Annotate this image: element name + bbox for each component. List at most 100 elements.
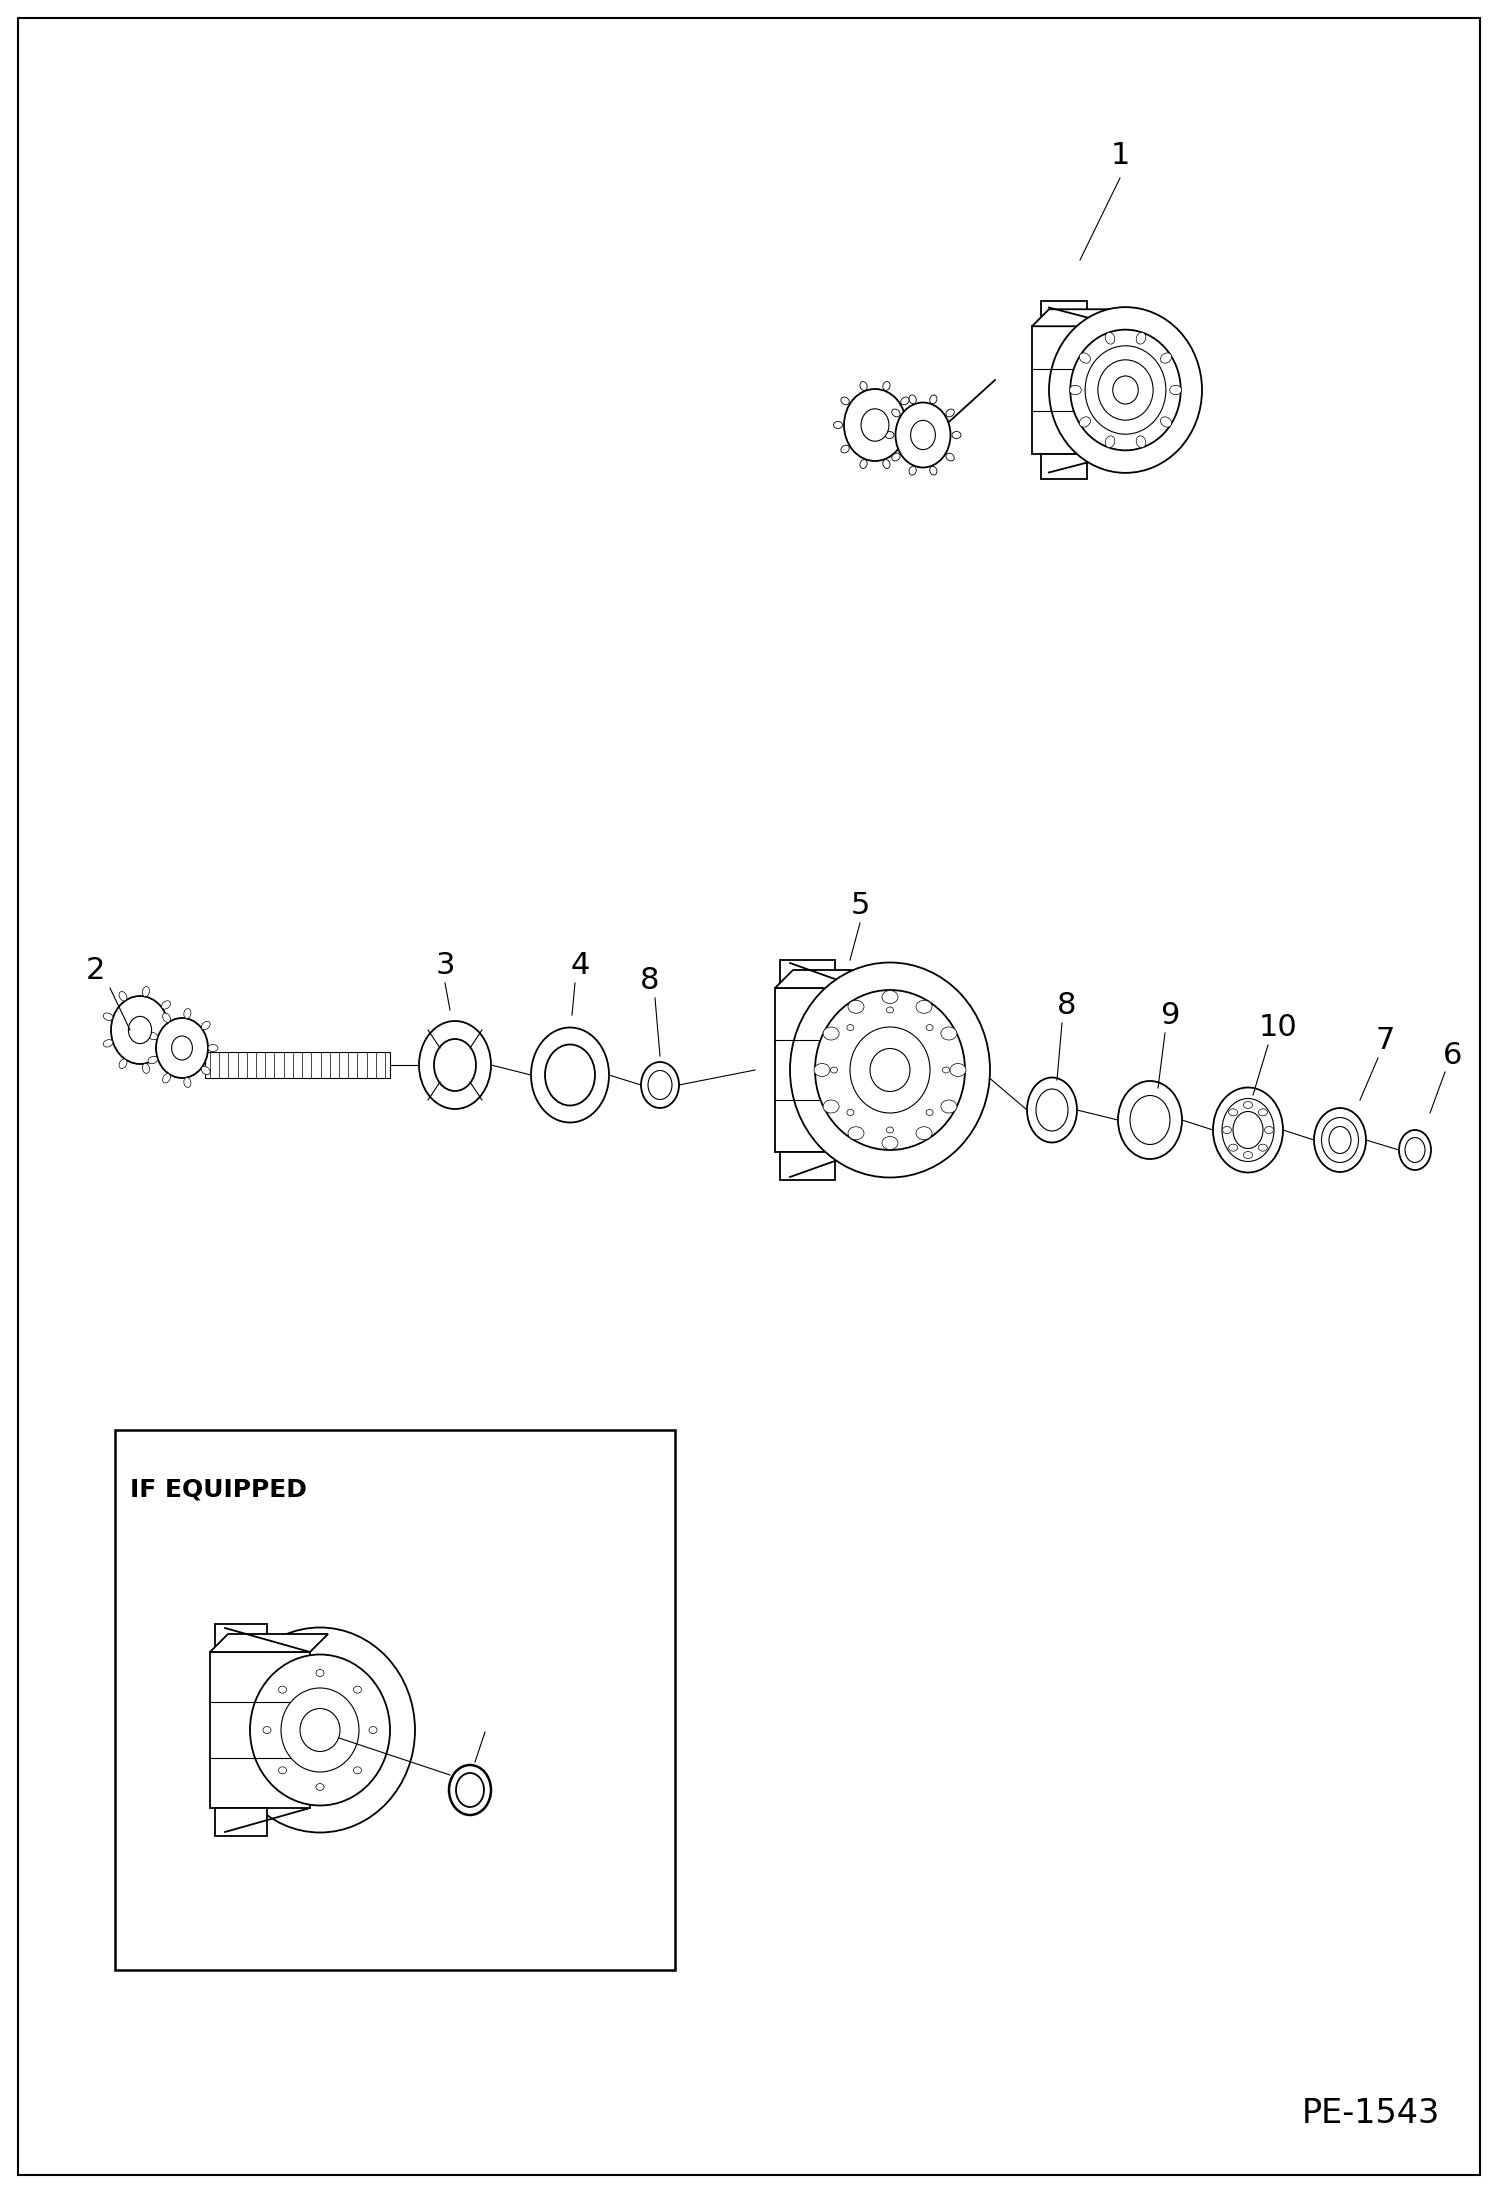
Ellipse shape [1070, 386, 1082, 395]
Text: 6: 6 [1443, 1042, 1462, 1070]
Ellipse shape [900, 397, 909, 406]
Ellipse shape [1070, 329, 1180, 450]
Ellipse shape [882, 461, 890, 469]
Ellipse shape [941, 1101, 957, 1114]
Ellipse shape [169, 1026, 178, 1033]
Ellipse shape [926, 1110, 933, 1116]
Ellipse shape [118, 1059, 127, 1068]
Text: 7: 7 [1375, 1026, 1395, 1055]
Ellipse shape [1106, 333, 1115, 344]
Ellipse shape [1233, 1112, 1263, 1149]
Ellipse shape [900, 445, 909, 454]
Ellipse shape [840, 445, 849, 454]
Ellipse shape [279, 1686, 286, 1693]
Text: 10: 10 [1258, 1013, 1297, 1042]
Ellipse shape [830, 1068, 837, 1072]
Ellipse shape [1113, 375, 1138, 404]
Ellipse shape [1170, 386, 1182, 395]
Ellipse shape [950, 1064, 966, 1077]
Ellipse shape [911, 421, 935, 450]
Ellipse shape [264, 1726, 271, 1732]
Ellipse shape [822, 1101, 839, 1114]
Ellipse shape [1258, 1110, 1267, 1116]
Polygon shape [774, 969, 878, 989]
Ellipse shape [156, 1018, 208, 1079]
Ellipse shape [848, 1000, 864, 1013]
Ellipse shape [103, 1013, 112, 1020]
Ellipse shape [354, 1768, 361, 1774]
Bar [780, 961, 834, 989]
Ellipse shape [172, 1035, 192, 1059]
Ellipse shape [1037, 1090, 1068, 1132]
Ellipse shape [833, 421, 842, 428]
Ellipse shape [1098, 360, 1153, 421]
Ellipse shape [1399, 1129, 1431, 1171]
Ellipse shape [103, 1039, 112, 1046]
Ellipse shape [908, 421, 917, 428]
Ellipse shape [641, 1061, 679, 1107]
Ellipse shape [1228, 1145, 1237, 1151]
Ellipse shape [148, 1057, 157, 1064]
Ellipse shape [846, 1110, 854, 1116]
Ellipse shape [909, 467, 917, 476]
Ellipse shape [1329, 1127, 1351, 1154]
Ellipse shape [846, 1024, 854, 1031]
Ellipse shape [926, 1024, 933, 1031]
Ellipse shape [813, 1064, 830, 1077]
Ellipse shape [225, 1627, 415, 1833]
Bar [205, 1053, 389, 1079]
Ellipse shape [1080, 353, 1091, 364]
Ellipse shape [941, 1026, 957, 1039]
Text: 2: 2 [85, 956, 105, 985]
Ellipse shape [1222, 1099, 1273, 1162]
Ellipse shape [1085, 346, 1165, 434]
Ellipse shape [915, 1127, 932, 1140]
Ellipse shape [891, 410, 900, 417]
Ellipse shape [909, 395, 917, 404]
Ellipse shape [945, 410, 954, 417]
Text: 11: 11 [479, 1704, 518, 1732]
Ellipse shape [1118, 1081, 1182, 1158]
Ellipse shape [184, 1077, 190, 1088]
Ellipse shape [1258, 1145, 1267, 1151]
Ellipse shape [1405, 1138, 1425, 1162]
Ellipse shape [1049, 307, 1201, 474]
Ellipse shape [815, 989, 965, 1149]
Ellipse shape [930, 395, 936, 404]
Bar [115, 1430, 676, 1969]
Ellipse shape [942, 1068, 950, 1072]
Ellipse shape [885, 432, 894, 439]
Ellipse shape [184, 1009, 190, 1018]
Ellipse shape [1135, 333, 1146, 344]
Ellipse shape [162, 1050, 171, 1059]
Ellipse shape [930, 467, 936, 476]
Ellipse shape [887, 1127, 893, 1134]
Ellipse shape [649, 1070, 673, 1099]
Ellipse shape [882, 991, 897, 1004]
Ellipse shape [882, 1136, 897, 1149]
Ellipse shape [915, 1000, 932, 1013]
Ellipse shape [162, 1000, 171, 1009]
Ellipse shape [1106, 436, 1115, 447]
Ellipse shape [882, 382, 890, 390]
Ellipse shape [840, 397, 849, 406]
Ellipse shape [208, 1044, 219, 1050]
Ellipse shape [1161, 417, 1171, 428]
Ellipse shape [1129, 1096, 1170, 1145]
Ellipse shape [148, 1033, 157, 1039]
Ellipse shape [419, 1022, 491, 1110]
Text: PE-1543: PE-1543 [1302, 2097, 1440, 2129]
Ellipse shape [300, 1708, 340, 1752]
Ellipse shape [860, 461, 867, 469]
FancyBboxPatch shape [1032, 327, 1121, 454]
Bar [210, 1651, 310, 1807]
Ellipse shape [1213, 1088, 1282, 1173]
Ellipse shape [201, 1066, 210, 1075]
Polygon shape [1032, 309, 1138, 327]
Ellipse shape [1228, 1110, 1237, 1116]
Ellipse shape [530, 1029, 610, 1123]
Ellipse shape [822, 1026, 839, 1039]
Ellipse shape [789, 963, 990, 1178]
Text: 5: 5 [851, 890, 870, 921]
Bar [774, 989, 860, 1151]
